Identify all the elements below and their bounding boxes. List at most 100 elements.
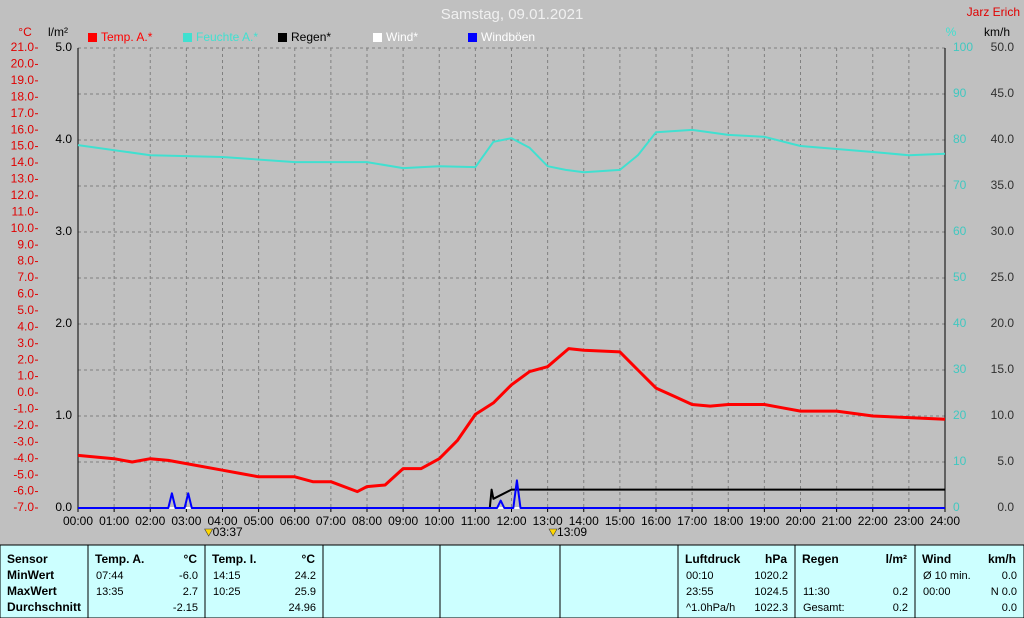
y4ticks-label: 50.0 xyxy=(991,40,1015,54)
x-tick-label: 18:00 xyxy=(713,514,743,528)
yticks-label: 13.0 xyxy=(11,172,35,186)
x-tick-label: 11:00 xyxy=(461,514,490,528)
y2-tick-label: 80 xyxy=(953,132,967,146)
y2-tick-label: 50 xyxy=(953,270,967,284)
x-tick-label: 13:00 xyxy=(533,514,563,528)
y2-tick-label: 40 xyxy=(953,316,967,330)
group-name: Regen xyxy=(802,552,839,566)
yticks-label: 21.0 xyxy=(11,40,35,54)
wind-unit: km/h xyxy=(984,25,1010,39)
x-tick-label: 02:00 xyxy=(135,514,165,528)
yticks-label: -5.0 xyxy=(13,467,34,481)
legend-swatch xyxy=(468,33,477,42)
group-unit: l/m² xyxy=(886,552,907,566)
x-tick-label: 17:00 xyxy=(677,514,707,528)
legend-label: Wind* xyxy=(386,30,418,44)
yticks-label: 12.0 xyxy=(11,188,35,202)
cell-value: -2.15 xyxy=(173,602,198,614)
yticks-label: -6.0 xyxy=(13,484,34,498)
yticks-label: 7.0 xyxy=(17,270,34,284)
y4ticks-label: 20.0 xyxy=(991,316,1015,330)
cell-time: 00:10 xyxy=(686,570,714,582)
yticks-label: 14.0 xyxy=(11,155,35,169)
group-name: Temp. A. xyxy=(95,552,144,566)
yticks-label: 4.0 xyxy=(17,319,34,333)
yticks-label: 19.0 xyxy=(11,73,35,87)
y4ticks-label: 35.0 xyxy=(991,178,1015,192)
plot: Temp. A.* Feuchte A.* Regen* Wind* Windböen 0… xyxy=(77,30,946,539)
row-label: MaxWert xyxy=(7,584,57,598)
x-tick-label: 14:00 xyxy=(569,514,599,528)
y4ticks-label: 0.0 xyxy=(997,500,1014,514)
cell-time: Ø 10 min. xyxy=(923,570,971,582)
y2-tick-label: 70 xyxy=(953,178,967,192)
yticks-label: -3.0 xyxy=(13,434,34,448)
cell-time: 07:44 xyxy=(96,570,124,582)
x-tick-label: 09:00 xyxy=(388,514,418,528)
series-line xyxy=(78,479,945,509)
x-tick-label: 10:00 xyxy=(424,514,454,528)
yticks-label: 9.0 xyxy=(17,237,34,251)
annotation-label: 03:37 xyxy=(213,525,243,539)
y3ticks-label: 1.0 xyxy=(55,408,72,422)
cell-value: 2.7 xyxy=(183,586,198,598)
y2-tick-label: 100 xyxy=(953,40,973,54)
cell-value: -6.0 xyxy=(179,570,198,582)
yticks-label: 16.0 xyxy=(11,122,35,136)
cell-value: 0.2 xyxy=(893,586,908,598)
series-line xyxy=(77,347,946,494)
humidity-unit: % xyxy=(946,25,957,39)
legend-label: Regen* xyxy=(291,30,331,44)
legend-swatch xyxy=(88,33,97,42)
cell-time: 23:55 xyxy=(686,586,714,598)
cell-value: 24.2 xyxy=(295,570,316,582)
rain-unit: l/m² xyxy=(48,25,68,39)
legend-label: Windböen xyxy=(481,30,535,44)
y4ticks-label: 25.0 xyxy=(991,270,1015,284)
yticks-label: 6.0 xyxy=(17,287,34,301)
x-tick-label: 21:00 xyxy=(822,514,852,528)
x-tick-label: 00:00 xyxy=(63,514,93,528)
y2-tick-label: 20 xyxy=(953,408,967,422)
x-tick-label: 05:00 xyxy=(244,514,274,528)
x-tick-label: 07:00 xyxy=(316,514,346,528)
legend-swatch xyxy=(373,33,382,42)
group-unit: °C xyxy=(184,552,198,566)
y4ticks-label: 5.0 xyxy=(997,454,1014,468)
y3ticks-label: 3.0 xyxy=(55,224,72,238)
legend-label: Temp. A.* xyxy=(101,30,153,44)
cell-time: 10:25 xyxy=(213,586,241,598)
cell-value: 0.2 xyxy=(893,602,908,614)
y4ticks-label: 45.0 xyxy=(991,86,1015,100)
group-name: Luftdruck xyxy=(685,552,741,566)
y4ticks-label: 40.0 xyxy=(991,132,1015,146)
y3ticks-label: 0.0 xyxy=(55,500,72,514)
yticks-label: 11.0 xyxy=(12,204,35,218)
group-name: Temp. I. xyxy=(212,552,256,566)
row-label: Durchschnitt xyxy=(7,600,81,614)
legend-swatch xyxy=(278,33,287,42)
cell-value: 24.96 xyxy=(288,602,316,614)
cell-time: 14:15 xyxy=(213,570,241,582)
x-tick-label: 04:00 xyxy=(207,514,237,528)
legend-label: Feuchte A.* xyxy=(196,30,258,44)
group-unit: km/h xyxy=(988,552,1016,566)
group-unit: hPa xyxy=(765,552,787,566)
annotation-label: 13:09 xyxy=(557,525,587,539)
series-line xyxy=(77,128,946,174)
cell-time: 11:30 xyxy=(803,586,830,598)
x-tick-label: 12:00 xyxy=(496,514,526,528)
x-tick-label: 19:00 xyxy=(749,514,779,528)
cell-time: Gesamt: xyxy=(803,602,845,614)
yticks-label: 8.0 xyxy=(17,254,34,268)
group-name: Wind xyxy=(922,552,951,566)
x-tick-label: 20:00 xyxy=(785,514,815,528)
cell-time: ^1.0hPa/h xyxy=(686,602,735,614)
yticks-label: 2.0 xyxy=(17,352,34,366)
yticks-label: 15.0 xyxy=(11,139,35,153)
row-label: Sensor xyxy=(7,552,48,566)
x-tick-label: 06:00 xyxy=(280,514,310,528)
yticks-label: 3.0 xyxy=(17,336,34,350)
yticks-label: 17.0 xyxy=(11,106,35,120)
